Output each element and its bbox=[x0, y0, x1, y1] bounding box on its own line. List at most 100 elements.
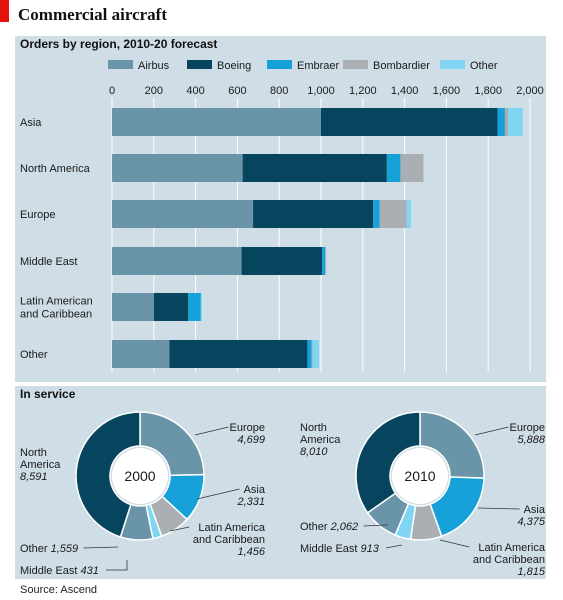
slice-label-north-america-value: 8,591 bbox=[20, 471, 48, 483]
bar-segment-bombardier bbox=[379, 200, 407, 228]
pie-slice-europe bbox=[419, 411, 485, 479]
source-note: Source: Ascend bbox=[20, 584, 98, 596]
category-label: Other bbox=[20, 349, 48, 361]
legend-label-other: Other bbox=[470, 60, 498, 72]
bar-segment-embraer bbox=[188, 293, 201, 321]
leader-line bbox=[363, 524, 389, 527]
legend-swatch-bombardier bbox=[343, 60, 368, 69]
legend-swatch-airbus bbox=[108, 60, 133, 69]
bar-segment-airbus bbox=[112, 200, 254, 228]
slice-label-north-america: North bbox=[20, 447, 47, 459]
legend-label-bombardier: Bombardier bbox=[373, 60, 430, 72]
category-label: and Caribbean bbox=[20, 309, 92, 321]
slice-label-latin-america-and-caribbean: Latin America bbox=[198, 522, 266, 534]
slice-label-asia-value: 4,375 bbox=[517, 516, 545, 528]
bar-segment-boeing bbox=[321, 108, 498, 136]
bar-segment-other bbox=[312, 340, 319, 368]
slice-label-latin-america-and-caribbean: and Caribbean bbox=[193, 534, 265, 546]
bar-segment-other bbox=[200, 293, 202, 321]
donut-year-label: 2000 bbox=[124, 468, 155, 484]
bar-segment-airbus bbox=[112, 154, 243, 182]
legend-swatch-embraer bbox=[267, 60, 292, 69]
slice-label-north-america: America bbox=[20, 459, 61, 471]
slice-label-latin-america-and-caribbean: Latin America bbox=[478, 542, 546, 554]
slice-label-europe: Europe bbox=[230, 422, 265, 434]
slice-label-europe-value: 4,699 bbox=[237, 434, 265, 446]
x-tick-label: 2,000 bbox=[516, 85, 544, 97]
bar-segment-bombardier bbox=[325, 247, 327, 275]
legend-label-embraer: Embraer bbox=[297, 60, 340, 72]
bar-segment-bombardier bbox=[400, 154, 424, 182]
leader-line bbox=[385, 544, 403, 549]
category-label: North America bbox=[20, 163, 91, 175]
legend-swatch-boeing bbox=[187, 60, 212, 69]
category-label: Middle East bbox=[20, 256, 77, 268]
bar-segment-airbus bbox=[112, 108, 321, 136]
slice-label-asia: Asia bbox=[244, 484, 266, 496]
leader-line bbox=[196, 488, 240, 500]
leader-line bbox=[477, 507, 520, 510]
x-tick-label: 600 bbox=[228, 85, 246, 97]
bar-segment-other bbox=[406, 200, 411, 228]
pie-slice-north-america bbox=[355, 411, 421, 514]
bar-segment-boeing bbox=[253, 200, 374, 228]
bar-segment-boeing bbox=[242, 154, 387, 182]
bar-segment-airbus bbox=[112, 293, 154, 321]
bar-segment-boeing bbox=[169, 340, 308, 368]
x-tick-label: 1,400 bbox=[391, 85, 419, 97]
chart-title: Commercial aircraft bbox=[18, 5, 167, 24]
leader-line bbox=[194, 426, 229, 436]
slice-label-asia-value: 2,331 bbox=[236, 496, 265, 508]
slice-label-europe-value: 5,888 bbox=[517, 434, 545, 446]
legend-swatch-other bbox=[440, 60, 465, 69]
category-label: Latin American bbox=[20, 296, 93, 308]
brand-mark bbox=[0, 0, 9, 22]
slice-label-north-america: America bbox=[300, 434, 341, 446]
donut-hole bbox=[112, 448, 168, 504]
in-service-subtitle: In service bbox=[20, 387, 76, 401]
bar-segment-embraer bbox=[386, 154, 401, 182]
legend-label-boeing: Boeing bbox=[217, 60, 251, 72]
category-label: Europe bbox=[20, 209, 55, 221]
donut-year-label: 2010 bbox=[404, 468, 435, 484]
bar-segment-boeing bbox=[241, 247, 323, 275]
donut-hole bbox=[392, 448, 448, 504]
slice-label-latin-america-and-caribbean-value: 1,815 bbox=[517, 566, 545, 578]
bar-segment-embraer bbox=[322, 247, 326, 275]
leader-line bbox=[106, 560, 128, 571]
bar-segment-bombardier bbox=[504, 108, 509, 136]
bar-segment-boeing bbox=[153, 293, 189, 321]
bar-segment-other bbox=[508, 108, 523, 136]
slice-label-middle-east: Middle East 431 bbox=[20, 565, 99, 577]
slice-label-europe: Europe bbox=[510, 422, 545, 434]
slice-label-asia: Asia bbox=[524, 504, 546, 516]
x-tick-label: 1,600 bbox=[433, 85, 461, 97]
slice-label-middle-east: Middle East 913 bbox=[300, 543, 380, 555]
slice-label-other: Other 2,062 bbox=[300, 521, 358, 533]
x-tick-label: 1,200 bbox=[349, 85, 377, 97]
x-tick-label: 800 bbox=[270, 85, 288, 97]
x-tick-label: 1,000 bbox=[307, 85, 335, 97]
orders-subtitle: Orders by region, 2010-20 forecast bbox=[20, 37, 218, 51]
slice-label-latin-america-and-caribbean: and Caribbean bbox=[473, 554, 545, 566]
slice-label-latin-america-and-caribbean-value: 1,456 bbox=[237, 546, 265, 558]
x-tick-label: 200 bbox=[145, 85, 163, 97]
bar-segment-embraer bbox=[373, 200, 380, 228]
x-tick-label: 1,800 bbox=[474, 85, 502, 97]
x-tick-label: 0 bbox=[109, 85, 115, 97]
bar-segment-embraer bbox=[497, 108, 505, 136]
slice-label-north-america-value: 8,010 bbox=[300, 446, 328, 458]
slice-label-other: Other 1,559 bbox=[20, 543, 78, 555]
leader-line bbox=[169, 526, 190, 532]
x-tick-label: 400 bbox=[186, 85, 204, 97]
slice-label-north-america: North bbox=[300, 422, 327, 434]
bar-segment-airbus bbox=[112, 247, 242, 275]
legend-label-airbus: Airbus bbox=[138, 60, 170, 72]
bar-segment-embraer bbox=[307, 340, 312, 368]
bar-segment-airbus bbox=[112, 340, 170, 368]
pie-slice-north-america bbox=[75, 411, 141, 538]
leader-line bbox=[83, 546, 119, 549]
bar-segment-bombardier bbox=[311, 340, 313, 368]
